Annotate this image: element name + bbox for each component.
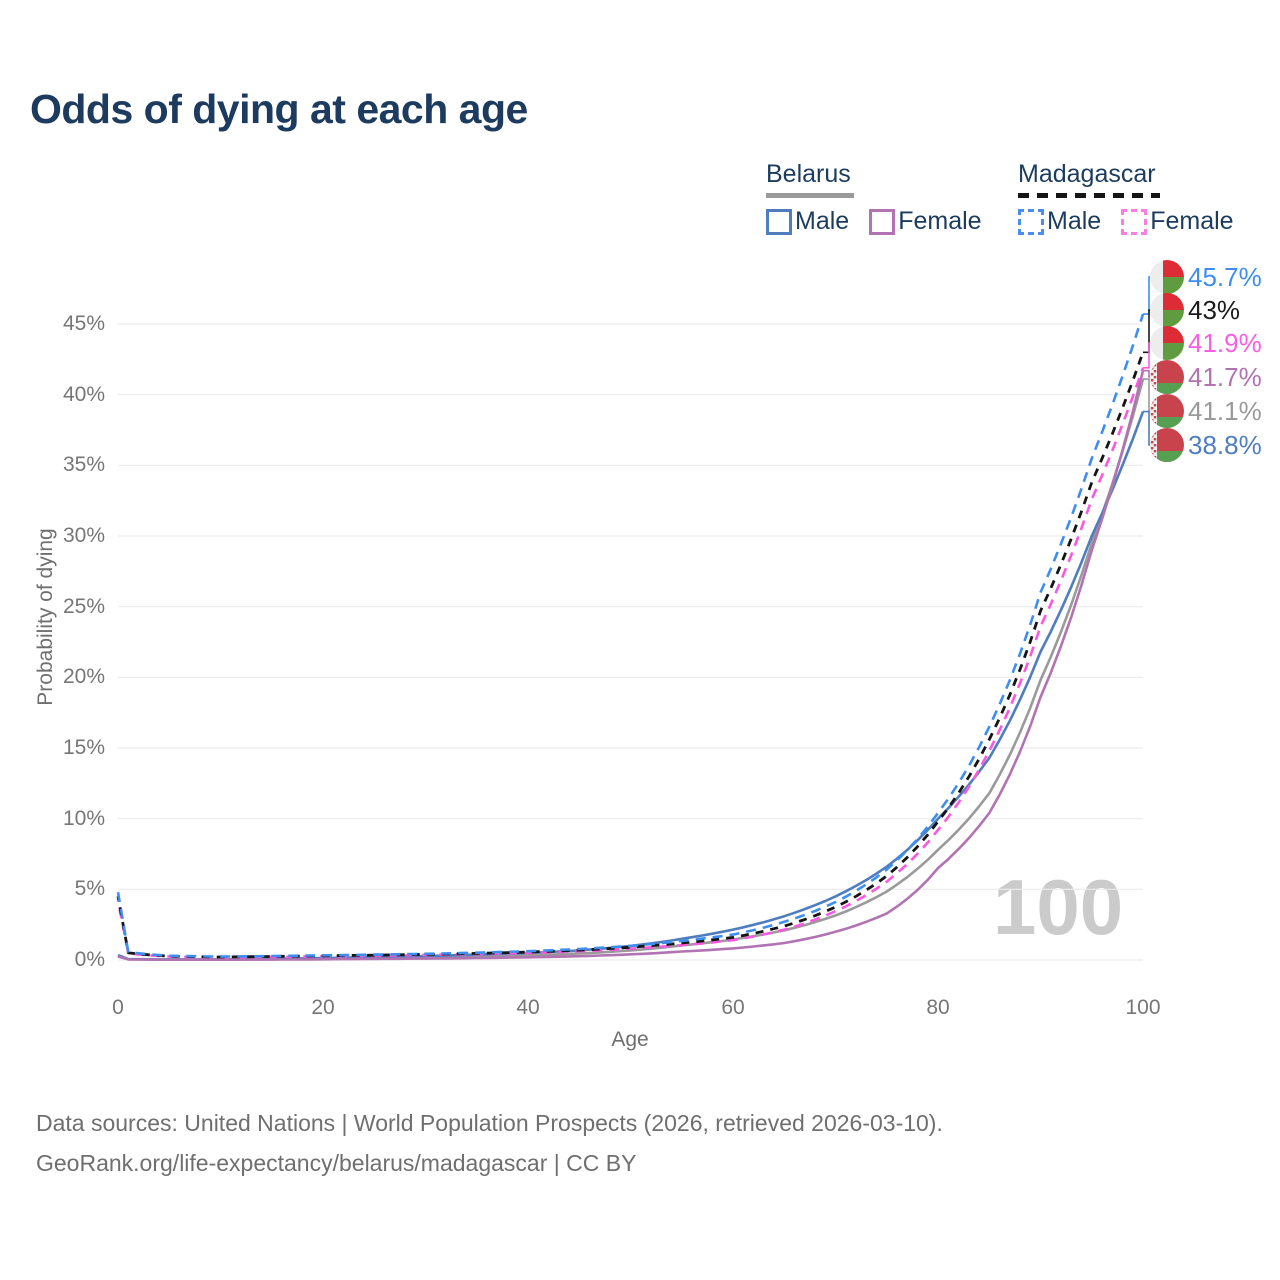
data-source-text: Data sources: United Nations | World Pop… — [36, 1110, 943, 1136]
belarus-flag-icon — [1150, 394, 1184, 428]
legend-item-madagascar-male[interactable]: Male — [1018, 207, 1101, 236]
page-title: Odds of dying at each age — [30, 86, 528, 132]
series-line-belarus-female — [117, 370, 1145, 961]
legend-group-madagascar: Madagascar Male Female — [1018, 160, 1254, 236]
legend-item-label: Male — [1047, 207, 1102, 235]
attribution-text: GeoRank.org/life-expectancy/belarus/mada… — [36, 1150, 637, 1176]
belarus-female-swatch-icon — [869, 208, 896, 235]
madagascar-flag-icon — [1150, 293, 1184, 327]
legend-item-label: Female — [1150, 207, 1234, 235]
series-line-madagascar-both — [116, 351, 1145, 959]
series-line-madagascar-male — [116, 313, 1145, 958]
belarus-flag-icon — [1150, 428, 1184, 462]
legend-group-belarus: Belarus Male Female — [766, 160, 1002, 236]
end-value: 41.9% — [1188, 327, 1262, 358]
x-axis-title: Age — [611, 1028, 649, 1051]
end-label-belarus-male: 38.8% — [1150, 428, 1262, 462]
madagascar-female-swatch-icon — [1121, 208, 1148, 235]
end-value: 43% — [1188, 294, 1241, 325]
legend-country-belarus[interactable]: Belarus — [766, 160, 851, 188]
series-line-madagascar-female — [116, 367, 1145, 959]
madagascar-flag-icon — [1150, 326, 1184, 360]
legend-item-madagascar-female[interactable]: Female — [1121, 207, 1234, 236]
end-value: 41.1% — [1188, 395, 1262, 426]
madagascar-male-swatch-icon — [1018, 208, 1044, 235]
madagascar-flag-icon — [1150, 260, 1184, 294]
legend-item-label: Male — [795, 207, 850, 235]
end-value: 38.8% — [1188, 429, 1262, 460]
legend-country-madagascar[interactable]: Madagascar — [1018, 160, 1156, 188]
age-watermark: 100 — [993, 863, 1124, 951]
belarus-male-swatch-icon — [766, 208, 792, 235]
belarus-line-swatch — [766, 193, 854, 198]
series-line-belarus-male — [117, 411, 1145, 961]
series-line-belarus-both — [117, 378, 1145, 961]
end-label-madagascar-male: 45.7% — [1150, 260, 1262, 294]
end-label-belarus-female: 41.7% — [1150, 360, 1262, 394]
end-label-belarus-both: 41.1% — [1150, 394, 1262, 428]
legend-item-label: Female — [898, 207, 982, 235]
end-label-madagascar-female: 41.9% — [1150, 326, 1262, 360]
end-value: 45.7% — [1188, 261, 1262, 292]
legend-item-belarus-male[interactable]: Male — [766, 207, 849, 236]
end-value: 41.7% — [1188, 361, 1262, 392]
belarus-flag-icon — [1150, 360, 1184, 394]
madagascar-line-swatch — [1018, 193, 1160, 198]
legend-item-belarus-female[interactable]: Female — [869, 207, 982, 236]
end-label-madagascar-both: 43% — [1150, 293, 1240, 327]
